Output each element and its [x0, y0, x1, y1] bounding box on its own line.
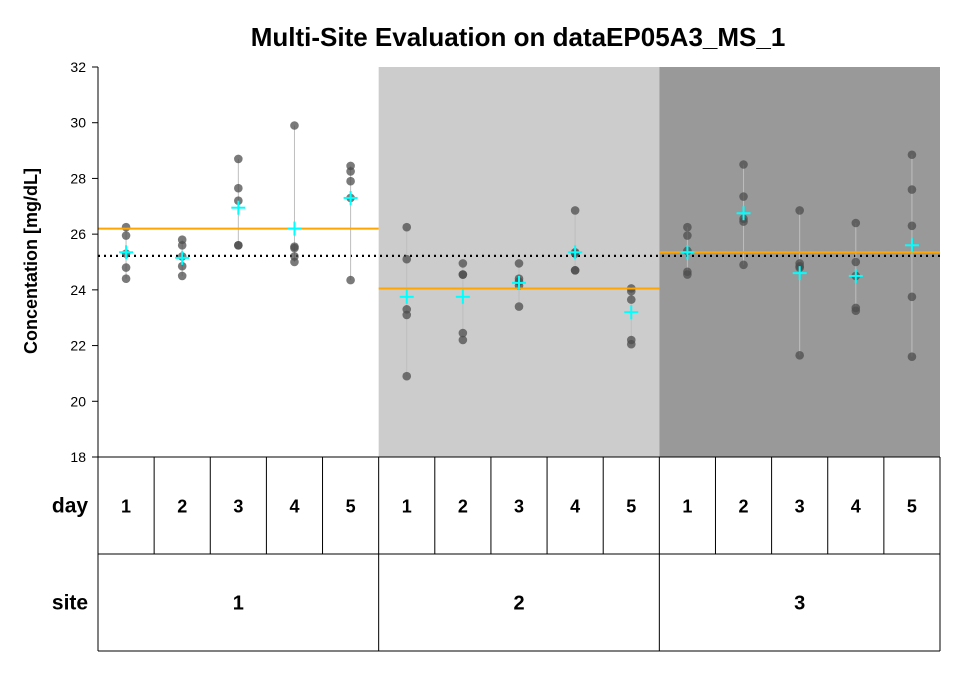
day-mean-marker-site3-day3 — [792, 266, 807, 281]
data-point-site2-day1-2 — [402, 254, 412, 264]
day-label-site3-day4: 4 — [851, 497, 861, 517]
data-point-site2-day5-5 — [626, 339, 636, 349]
day-label-site2-day5: 5 — [626, 497, 636, 517]
y-tick-label-32: 32 — [70, 59, 86, 75]
data-point-site3-day5-5 — [907, 352, 917, 362]
data-point-site1-day3-5 — [234, 240, 243, 250]
day-label-site3-day3: 3 — [795, 497, 805, 517]
y-tick-label-28: 28 — [70, 170, 86, 186]
day-mean-marker-site1-day2 — [175, 250, 190, 265]
site-background-1 — [98, 67, 379, 457]
data-point-site1-day4-1 — [290, 121, 299, 130]
data-point-site2-day4-5 — [570, 266, 580, 275]
data-point-site1-day2-2 — [177, 240, 187, 250]
data-point-site2-day1-5 — [402, 371, 412, 381]
y-axis-label: Concentation [mg/dL] — [21, 168, 41, 354]
day-mean-marker-site2-day4 — [568, 245, 583, 260]
data-point-site3-day1-1 — [683, 222, 692, 232]
day-label-site2-day2: 2 — [458, 497, 468, 517]
day-label-site1-day4: 4 — [289, 497, 299, 517]
data-point-site1-day1-5 — [121, 274, 131, 284]
y-tick-label-24: 24 — [70, 282, 86, 298]
y-tick-label-30: 30 — [70, 115, 86, 131]
data-point-site3-day2-2 — [739, 192, 748, 201]
data-point-site3-day5-1 — [907, 150, 917, 160]
day-mean-marker-site1-day4 — [287, 221, 302, 236]
data-point-site1-day5-5 — [346, 275, 355, 285]
data-point-site2-day1-1 — [402, 222, 412, 232]
data-point-site3-day2-5 — [739, 260, 748, 270]
site-label-2: 2 — [513, 593, 524, 615]
data-point-site3-day3-1 — [795, 206, 804, 215]
row-label-day: day — [52, 495, 89, 518]
data-point-site3-day1-2 — [683, 231, 692, 240]
y-axis: 18 20 22 24 26 28 30 32 — [70, 59, 99, 465]
data-point-site1-day2-4 — [177, 261, 187, 271]
data-point-site2-day2-5 — [458, 335, 468, 345]
site-label-1: 1 — [233, 593, 244, 615]
day-mean-marker-site3-day4 — [848, 268, 863, 283]
data-point-site1-day1-1 — [121, 222, 131, 232]
data-point-site2-day1-4 — [402, 310, 412, 320]
data-point-site3-day2-4 — [739, 217, 748, 226]
day-label-site2-day4: 4 — [570, 497, 580, 517]
data-point-site2-day3-5 — [514, 302, 524, 311]
data-point-site3-day4-2 — [851, 257, 861, 267]
day-mean-marker-site2-day3 — [512, 275, 526, 290]
day-label-site2-day1: 1 — [402, 497, 412, 517]
data-point-site3-day5-3 — [907, 221, 917, 231]
bottom-table: day site 1 2 3 4 5 1 1 2 3 4 5 2 1 2 3 4 5 3 — [52, 456, 941, 652]
data-point-site1-day1-4 — [121, 263, 131, 272]
day-mean-marker-site2-day2 — [455, 289, 470, 304]
data-point-site3-day2-1 — [739, 160, 748, 169]
day-mean-marker-site1-day5 — [343, 190, 358, 205]
day-mean-marker-site3-day1 — [680, 245, 695, 260]
day-label-site1-day2: 2 — [177, 497, 187, 517]
day-mean-marker-site1-day1 — [119, 245, 134, 260]
day-label-site2-day3: 3 — [514, 497, 524, 517]
chart-title: Multi-Site Evaluation on dataEP05A3_MS_1 — [251, 22, 786, 52]
data-point-site2-day3-1 — [514, 259, 524, 268]
y-tick-label-18: 18 — [70, 449, 86, 465]
y-tick-label-26: 26 — [70, 226, 86, 242]
data-point-site3-day1-5 — [683, 270, 692, 279]
day-mean-marker-site1-day3 — [231, 200, 246, 215]
data-point-site1-day5-3 — [346, 176, 355, 186]
site-label-3: 3 — [794, 593, 805, 615]
day-label-site1-day3: 3 — [233, 497, 243, 517]
day-mean-marker-site3-day5 — [904, 238, 919, 253]
data-point-site1-day5-2 — [346, 167, 355, 176]
data-point-site3-day4-5 — [851, 306, 861, 316]
y-tick-label-22: 22 — [70, 338, 86, 354]
data-point-site3-day4-1 — [851, 218, 861, 228]
data-point-site2-day2-4 — [458, 328, 468, 338]
day-label-site1-day1: 1 — [121, 497, 131, 517]
data-point-site1-day4-3 — [290, 243, 299, 253]
data-point-site1-day3-1 — [234, 154, 243, 164]
data-point-site2-day4-1 — [570, 206, 580, 215]
data-point-site1-day4-5 — [290, 257, 299, 267]
day-label-site1-day5: 5 — [346, 497, 356, 517]
day-label-site3-day2: 2 — [739, 497, 749, 517]
data-point-site2-day2-3 — [458, 270, 468, 279]
y-tick-label-20: 20 — [70, 393, 86, 409]
data-point-site2-day5-3 — [626, 295, 636, 304]
data-point-site1-day3-2 — [234, 183, 243, 193]
day-mean-marker-site3-day2 — [736, 206, 751, 221]
data-point-site1-day1-2 — [121, 231, 131, 240]
data-point-site3-day5-2 — [907, 185, 917, 194]
data-point-site3-day3-5 — [795, 351, 804, 360]
data-point-site1-day2-5 — [177, 271, 187, 281]
row-label-site: site — [52, 592, 88, 615]
day-label-site3-day5: 5 — [907, 497, 917, 517]
data-point-site2-day2-1 — [458, 259, 468, 268]
day-mean-marker-site2-day1 — [399, 289, 414, 304]
plot-content — [98, 121, 940, 381]
data-point-site3-day5-4 — [907, 292, 917, 302]
day-label-site3-day1: 1 — [682, 497, 692, 517]
day-mean-marker-site2-day5 — [624, 305, 639, 320]
